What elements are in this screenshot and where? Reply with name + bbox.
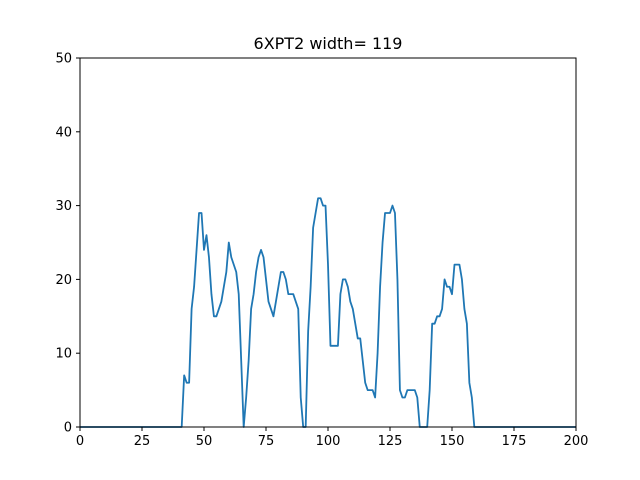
y-tick-label: 20	[55, 273, 72, 288]
chart-title: 6XPT2 width= 119	[254, 34, 403, 53]
x-tick-label: 75	[258, 434, 275, 449]
x-tick-label: 50	[196, 434, 213, 449]
x-tick-label: 200	[564, 434, 589, 449]
plot-area: 0 25 50 75 100 125 150 175 200 0 10 20 30 40 50	[55, 52, 588, 450]
x-tick-label: 150	[440, 434, 465, 449]
y-tick-label: 0	[64, 421, 72, 436]
x-tick-label: 0	[76, 434, 84, 449]
x-tick-label: 125	[378, 434, 403, 449]
x-tick-label: 25	[134, 434, 151, 449]
x-tick-label: 100	[316, 434, 341, 449]
y-tick-label: 40	[55, 125, 72, 140]
y-tick-label: 50	[55, 52, 72, 67]
x-tick-label: 175	[502, 434, 527, 449]
y-tick-label: 30	[55, 199, 72, 214]
series-line-0	[80, 197, 576, 428]
y-tick-label: 10	[55, 347, 72, 362]
